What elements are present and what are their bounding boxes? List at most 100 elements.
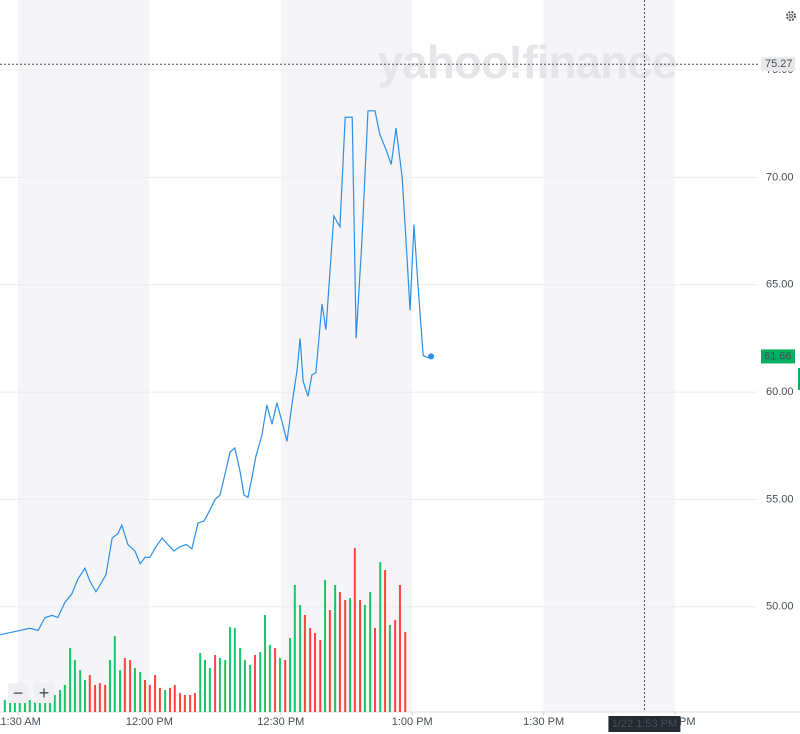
zoom-in-button[interactable]: + [34, 683, 54, 703]
volume-bar [233, 628, 236, 712]
volume-bar [334, 585, 337, 712]
volume-bar [9, 700, 12, 712]
volume-bar [214, 655, 217, 712]
y-tick-label: 50.00 [766, 601, 794, 613]
volume-bar [168, 688, 171, 712]
crosshair-label: 1/22 1:53 PM [612, 718, 677, 730]
x-tick-label: 1:30 PM [523, 716, 564, 728]
y-tick-label: 65.00 [766, 279, 794, 291]
volume-bar [173, 685, 176, 712]
volume-bar [274, 648, 277, 712]
volume-bar [73, 660, 76, 712]
volume-bar [268, 645, 271, 712]
volume-bar [309, 628, 312, 712]
zoom-out-button[interactable]: − [8, 683, 28, 703]
volume-bar [319, 640, 322, 712]
last-price-box [761, 349, 795, 364]
volume-bar [303, 615, 306, 712]
volume-bar [363, 605, 366, 712]
volume-bar [88, 675, 91, 712]
session-band [280, 0, 413, 712]
volume-bar [139, 672, 142, 712]
volume-bar [264, 615, 267, 712]
volume-bar [34, 700, 37, 712]
watermark: yahoo!finance [378, 36, 677, 88]
settings-icon[interactable] [786, 11, 796, 21]
volume-bar [59, 690, 62, 712]
x-tick-label: 1:00 PM [392, 716, 433, 728]
volume-bar [183, 695, 186, 712]
volume-bar [218, 658, 221, 712]
volume-bar [398, 585, 401, 712]
volume-bar [189, 695, 192, 712]
volume-bar [69, 648, 72, 712]
volume-bar [278, 658, 281, 712]
volume-bar [388, 625, 391, 712]
volume-bar [98, 683, 101, 712]
volume-bar [384, 570, 387, 712]
volume-bar [404, 632, 407, 712]
volume-bar [243, 660, 246, 712]
volume-bar [179, 693, 182, 712]
volume-bar [204, 660, 207, 712]
volume-bar [379, 562, 382, 712]
button-bg [8, 683, 28, 703]
volume-bar [63, 685, 66, 712]
y-tick-label: 70.00 [766, 171, 794, 183]
volume-bar [249, 665, 252, 712]
background [0, 0, 757, 712]
volume-bar [94, 685, 97, 712]
volume-bar [133, 668, 136, 712]
volume-bar [158, 688, 161, 712]
volume-bar [224, 660, 227, 712]
volume-bar [154, 675, 157, 712]
volume-bar [3, 700, 6, 712]
button-bg [34, 683, 54, 703]
reference-label: 75.27 [765, 58, 793, 70]
volume-bar [83, 680, 86, 712]
volume-bar [239, 648, 242, 712]
edge-handle [798, 368, 800, 390]
last-point [428, 353, 435, 360]
volume-bar [299, 605, 302, 712]
volume-bar [349, 598, 352, 712]
crosshair-label-box [608, 716, 681, 732]
price-line [0, 110, 432, 636]
session-band [17, 0, 150, 712]
volume-bar [44, 700, 47, 712]
x-tick-label: 11:30 AM [0, 716, 41, 728]
x-tick-label: 12:00 PM [126, 716, 173, 728]
volume-bar [328, 610, 331, 712]
volume-bar [338, 592, 341, 712]
zoom-out-label: − [13, 683, 24, 703]
session-band [543, 0, 676, 712]
volume-bar [289, 638, 292, 712]
volume-bar [38, 700, 41, 712]
volume-bar [129, 660, 132, 712]
y-tick-label: 60.00 [766, 386, 794, 398]
volume-bar [344, 600, 347, 712]
volume-bar [23, 700, 26, 712]
volume-bar [193, 693, 196, 712]
volume-bar [123, 658, 126, 712]
volume-bar [369, 592, 372, 712]
volume-bar [148, 685, 151, 712]
volume-bar [353, 548, 356, 712]
volume-bar [18, 700, 21, 712]
volume-bar [208, 668, 211, 712]
y-tick-label: 55.00 [766, 493, 794, 505]
volume-bar [53, 695, 56, 712]
gear [786, 11, 796, 21]
volume-bar [253, 655, 256, 712]
volume-bar [108, 660, 111, 712]
volume-bar [28, 700, 31, 712]
reference-label-box [761, 57, 795, 72]
volume-bar [313, 633, 316, 712]
volume-bar [113, 636, 116, 712]
volume-bar [199, 653, 202, 712]
volume-bar [394, 620, 397, 712]
volume-bar [144, 680, 147, 712]
volume-bar [359, 600, 362, 712]
volume-bar [284, 660, 287, 712]
